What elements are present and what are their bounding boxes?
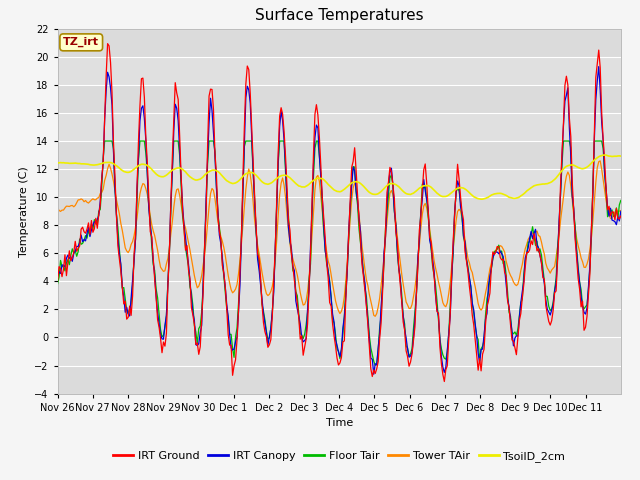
Legend: IRT Ground, IRT Canopy, Floor Tair, Tower TAir, TsoilD_2cm: IRT Ground, IRT Canopy, Floor Tair, Towe… <box>109 446 570 467</box>
Bar <box>58 253 621 281</box>
X-axis label: Time: Time <box>326 418 353 428</box>
Bar <box>58 141 621 169</box>
Bar <box>58 197 621 225</box>
Bar <box>58 366 621 394</box>
Bar <box>58 29 621 57</box>
Title: Surface Temperatures: Surface Temperatures <box>255 9 424 24</box>
Text: TZ_irt: TZ_irt <box>63 37 99 48</box>
Bar <box>58 310 621 337</box>
Bar <box>58 85 621 113</box>
Y-axis label: Temperature (C): Temperature (C) <box>19 166 29 257</box>
